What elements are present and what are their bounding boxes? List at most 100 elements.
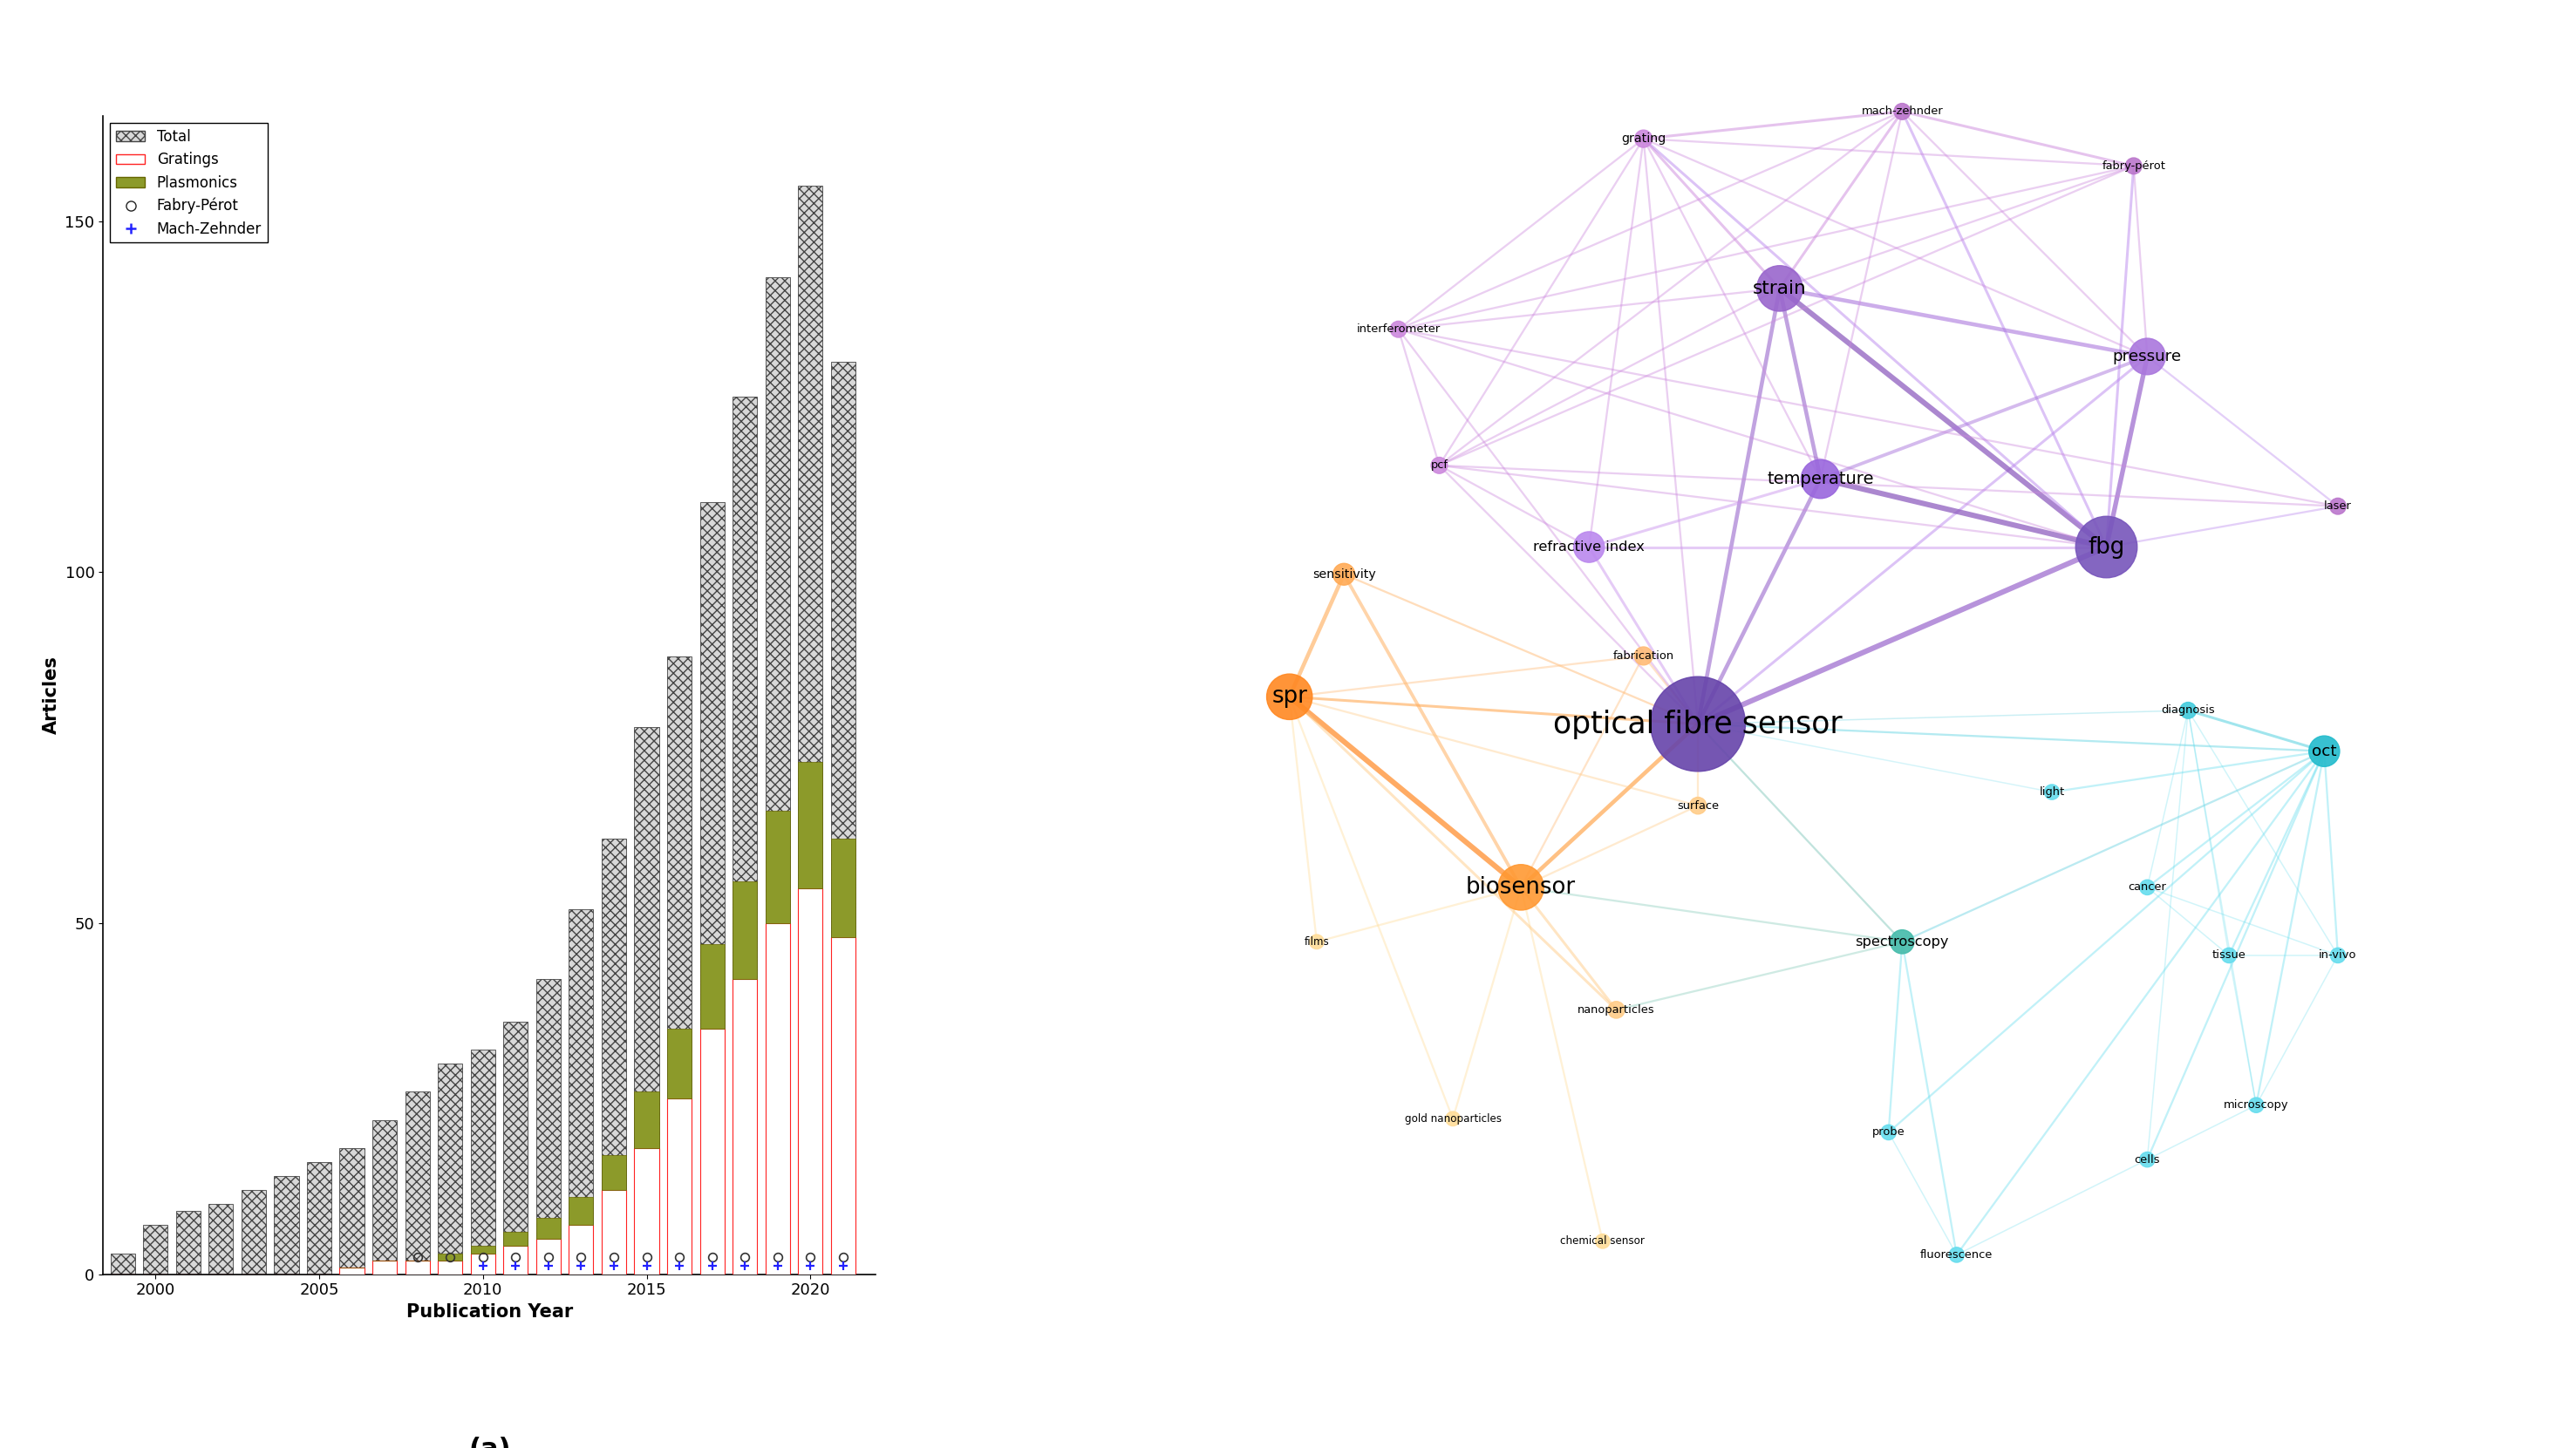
Circle shape bbox=[1633, 647, 1654, 665]
Text: (a): (a) bbox=[469, 1436, 510, 1448]
Bar bbox=[242, 1190, 265, 1274]
Text: cancer: cancer bbox=[2128, 882, 2166, 893]
Bar bbox=[569, 909, 592, 1274]
Bar bbox=[799, 762, 822, 888]
Text: in-vivo: in-vivo bbox=[2318, 950, 2357, 961]
Text: fbg: fbg bbox=[2089, 536, 2125, 559]
Bar bbox=[273, 1176, 299, 1274]
Bar bbox=[701, 1028, 724, 1274]
Bar bbox=[832, 937, 855, 1274]
Bar bbox=[732, 880, 757, 979]
Text: interferometer: interferometer bbox=[1358, 323, 1440, 334]
Circle shape bbox=[1636, 130, 1651, 148]
Bar bbox=[111, 1253, 134, 1274]
Bar bbox=[471, 1050, 495, 1274]
Circle shape bbox=[2125, 158, 2141, 174]
Bar bbox=[536, 1239, 562, 1274]
Bar bbox=[765, 811, 791, 924]
Bar bbox=[634, 1092, 659, 1148]
Text: fluorescence: fluorescence bbox=[1919, 1250, 1994, 1261]
Circle shape bbox=[1267, 673, 1311, 720]
Bar bbox=[569, 1225, 592, 1274]
Circle shape bbox=[1880, 1125, 1896, 1140]
Bar bbox=[502, 1232, 528, 1247]
Bar bbox=[634, 727, 659, 1274]
Circle shape bbox=[2179, 702, 2197, 718]
Bar bbox=[667, 1099, 690, 1274]
Text: laser: laser bbox=[2324, 501, 2352, 513]
Circle shape bbox=[1893, 103, 1911, 120]
Circle shape bbox=[2130, 339, 2166, 375]
Circle shape bbox=[2141, 880, 2154, 895]
Circle shape bbox=[1690, 798, 1705, 814]
Bar bbox=[404, 1260, 430, 1274]
Text: diagnosis: diagnosis bbox=[2161, 705, 2215, 717]
Bar bbox=[340, 1267, 363, 1274]
Bar bbox=[765, 924, 791, 1274]
Circle shape bbox=[2249, 1098, 2264, 1112]
Circle shape bbox=[2331, 948, 2344, 963]
Bar bbox=[603, 1156, 626, 1190]
Text: probe: probe bbox=[1873, 1127, 1906, 1138]
Text: cells: cells bbox=[2136, 1154, 2161, 1166]
Text: nanoparticles: nanoparticles bbox=[1577, 1003, 1654, 1015]
Bar bbox=[374, 1260, 397, 1274]
Circle shape bbox=[1499, 864, 1543, 911]
Bar bbox=[667, 656, 690, 1274]
Text: spr: spr bbox=[1273, 685, 1306, 708]
Circle shape bbox=[2308, 736, 2339, 766]
Bar bbox=[438, 1260, 464, 1274]
Circle shape bbox=[1432, 458, 1448, 473]
Text: fabry-pérot: fabry-pérot bbox=[2102, 161, 2166, 172]
Bar bbox=[536, 979, 562, 1274]
Circle shape bbox=[1391, 321, 1406, 337]
X-axis label: Publication Year: Publication Year bbox=[407, 1303, 572, 1321]
Text: oct: oct bbox=[2311, 743, 2336, 759]
Circle shape bbox=[1891, 930, 1914, 954]
Bar bbox=[732, 979, 757, 1274]
Circle shape bbox=[1757, 265, 1803, 311]
Bar bbox=[144, 1225, 167, 1274]
Bar bbox=[404, 1092, 430, 1274]
Bar bbox=[374, 1119, 397, 1274]
Bar bbox=[667, 1028, 690, 1099]
Circle shape bbox=[2329, 498, 2347, 514]
Bar bbox=[209, 1205, 234, 1274]
Bar bbox=[603, 838, 626, 1274]
Text: fabrication: fabrication bbox=[1613, 650, 1674, 662]
Text: optical fibre sensor: optical fibre sensor bbox=[1553, 710, 1842, 738]
Bar bbox=[502, 1021, 528, 1274]
Bar bbox=[175, 1211, 201, 1274]
Bar bbox=[832, 838, 855, 937]
Text: spectroscopy: spectroscopy bbox=[1855, 935, 1950, 948]
Circle shape bbox=[1332, 563, 1355, 585]
Circle shape bbox=[1651, 676, 1747, 772]
Circle shape bbox=[1445, 1112, 1461, 1127]
Text: gold nanoparticles: gold nanoparticles bbox=[1404, 1114, 1502, 1125]
Text: pcf: pcf bbox=[1430, 459, 1448, 471]
Circle shape bbox=[1607, 1002, 1625, 1018]
Text: sensitivity: sensitivity bbox=[1311, 568, 1376, 581]
Text: microscopy: microscopy bbox=[2223, 1099, 2287, 1111]
Circle shape bbox=[1574, 531, 1605, 562]
Text: temperature: temperature bbox=[1767, 471, 1873, 488]
Bar bbox=[701, 502, 724, 1274]
Bar bbox=[502, 1247, 528, 1274]
Bar bbox=[732, 397, 757, 1274]
Circle shape bbox=[1595, 1234, 1610, 1248]
Text: surface: surface bbox=[1677, 799, 1718, 811]
Text: strain: strain bbox=[1752, 279, 1806, 297]
Circle shape bbox=[2221, 948, 2236, 963]
Bar bbox=[471, 1253, 495, 1274]
Text: chemical sensor: chemical sensor bbox=[1561, 1235, 1646, 1247]
Circle shape bbox=[1309, 934, 1324, 948]
Bar bbox=[832, 362, 855, 1274]
Bar bbox=[438, 1253, 464, 1260]
Text: light: light bbox=[2040, 786, 2066, 798]
Bar bbox=[799, 888, 822, 1274]
Bar bbox=[438, 1064, 464, 1274]
Bar bbox=[799, 185, 822, 1274]
Bar bbox=[701, 944, 724, 1028]
Y-axis label: Articles: Articles bbox=[44, 656, 59, 734]
Circle shape bbox=[2141, 1153, 2154, 1167]
